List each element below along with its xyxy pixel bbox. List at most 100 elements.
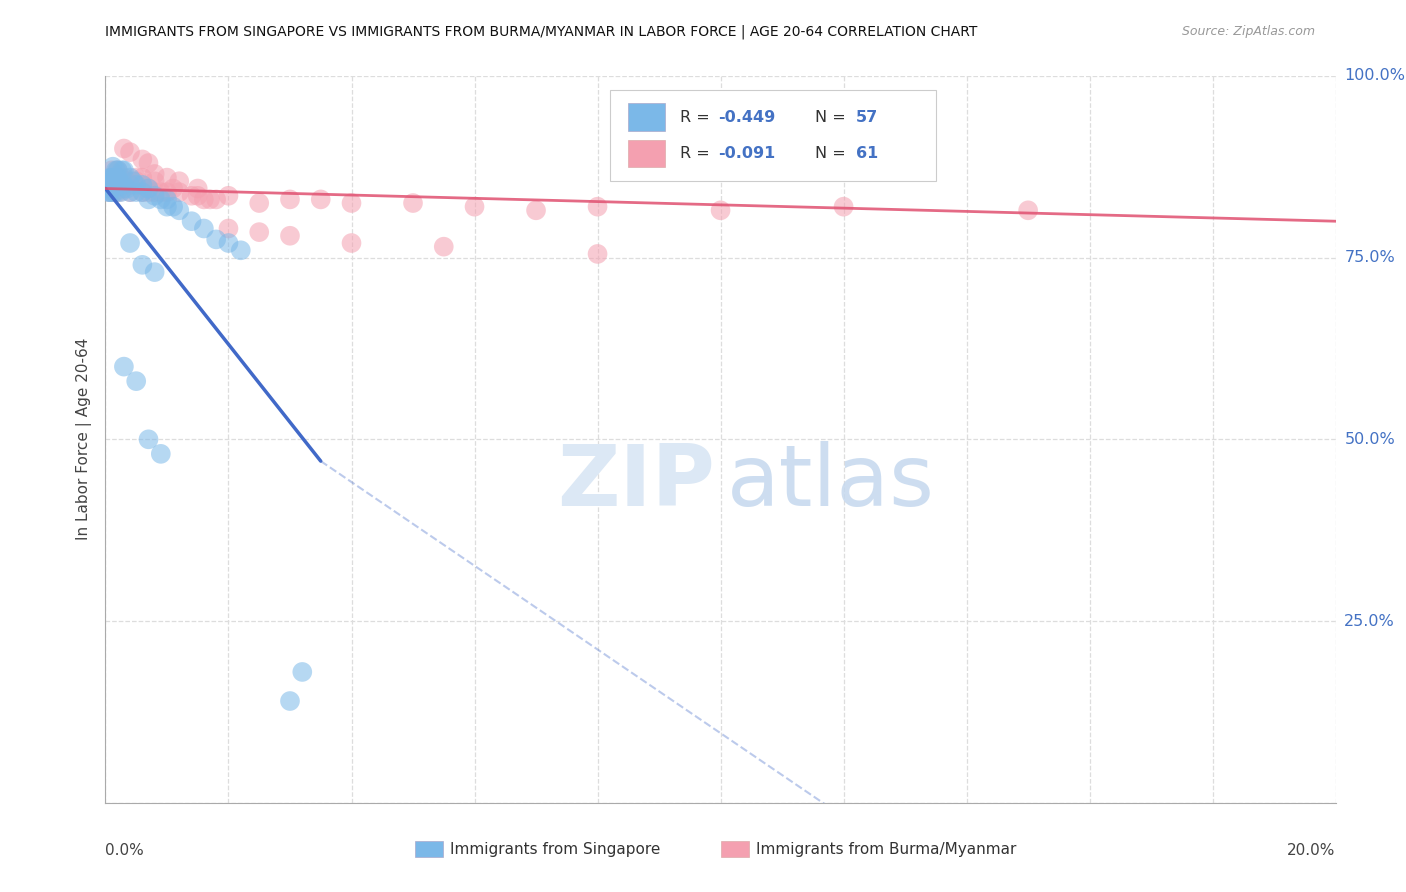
Point <box>131 170 153 185</box>
Point <box>138 181 160 195</box>
Point <box>101 174 124 188</box>
Point <box>156 170 179 185</box>
Text: Source: ZipAtlas.com: Source: ZipAtlas.com <box>1181 25 1315 38</box>
Point <box>107 174 129 188</box>
Text: Immigrants from Burma/Myanmar: Immigrants from Burma/Myanmar <box>756 842 1017 856</box>
Point <box>187 181 209 195</box>
Point <box>138 185 160 199</box>
Point <box>464 200 486 214</box>
Point <box>278 193 301 207</box>
Point <box>218 235 240 250</box>
Bar <box>721 841 749 857</box>
Point <box>229 244 252 258</box>
Text: IMMIGRANTS FROM SINGAPORE VS IMMIGRANTS FROM BURMA/MYANMAR IN LABOR FORCE | AGE : IMMIGRANTS FROM SINGAPORE VS IMMIGRANTS … <box>105 25 977 39</box>
Point <box>169 174 191 188</box>
Point <box>710 203 733 218</box>
Text: 57: 57 <box>856 110 879 125</box>
Point <box>105 185 128 199</box>
Point <box>98 185 121 199</box>
Point <box>143 265 166 279</box>
Point <box>104 174 127 188</box>
Point <box>103 170 125 185</box>
Point <box>131 258 153 272</box>
Point <box>107 170 129 185</box>
Point <box>96 181 118 195</box>
Point <box>110 170 132 185</box>
Point <box>193 193 215 207</box>
Point <box>112 181 135 195</box>
Text: R =: R = <box>681 146 714 161</box>
Point <box>120 185 141 199</box>
Text: 25.0%: 25.0% <box>1344 614 1395 629</box>
Point <box>156 185 179 199</box>
Text: N =: N = <box>815 146 851 161</box>
Point <box>162 181 184 195</box>
Text: ZIP: ZIP <box>557 442 714 524</box>
Point <box>120 235 141 250</box>
Point <box>138 181 160 195</box>
Point <box>193 221 215 235</box>
Point <box>111 163 134 178</box>
Point <box>247 196 270 211</box>
Point <box>340 196 363 211</box>
Text: 75.0%: 75.0% <box>1344 250 1395 265</box>
Point <box>180 214 202 228</box>
Point <box>100 170 122 185</box>
Point <box>125 185 148 199</box>
Point <box>143 167 166 181</box>
Point <box>1017 203 1039 218</box>
Point <box>101 160 124 174</box>
Point <box>97 185 120 199</box>
Point <box>108 185 131 199</box>
FancyBboxPatch shape <box>628 140 665 168</box>
Point <box>98 178 121 192</box>
Point <box>115 174 138 188</box>
Point <box>112 170 135 185</box>
Point <box>120 170 141 185</box>
Point <box>98 170 122 185</box>
Point <box>156 200 179 214</box>
FancyBboxPatch shape <box>628 103 665 131</box>
Text: N =: N = <box>815 110 851 125</box>
Point <box>120 185 141 199</box>
Text: atlas: atlas <box>727 442 935 524</box>
Point <box>97 178 120 192</box>
Point <box>115 181 138 195</box>
Point <box>247 225 270 239</box>
Point <box>120 178 141 192</box>
Point <box>278 228 301 243</box>
Point <box>205 193 228 207</box>
Point <box>218 221 240 235</box>
Point <box>143 185 166 199</box>
Point <box>832 200 855 214</box>
Point <box>125 374 148 388</box>
Text: -0.091: -0.091 <box>718 146 775 161</box>
Point <box>138 433 160 447</box>
Point <box>131 185 153 199</box>
Point <box>131 153 153 167</box>
Point <box>169 203 191 218</box>
Text: 61: 61 <box>856 146 879 161</box>
Point <box>103 185 125 199</box>
Point <box>104 170 127 185</box>
Point <box>138 193 160 207</box>
Point <box>218 188 240 202</box>
Point <box>100 163 122 178</box>
Point <box>112 142 135 156</box>
Point <box>104 163 127 178</box>
Point <box>120 145 141 160</box>
Point <box>122 174 145 188</box>
Point <box>433 240 456 254</box>
Point <box>169 185 191 199</box>
Text: 20.0%: 20.0% <box>1288 843 1336 858</box>
Point <box>107 163 129 178</box>
Point <box>107 163 129 178</box>
Point <box>149 447 172 461</box>
Point <box>125 174 148 188</box>
Point <box>98 185 121 199</box>
Point <box>309 193 332 207</box>
Point <box>110 185 132 199</box>
FancyBboxPatch shape <box>610 90 936 181</box>
Point <box>156 193 179 207</box>
Point <box>149 193 172 207</box>
